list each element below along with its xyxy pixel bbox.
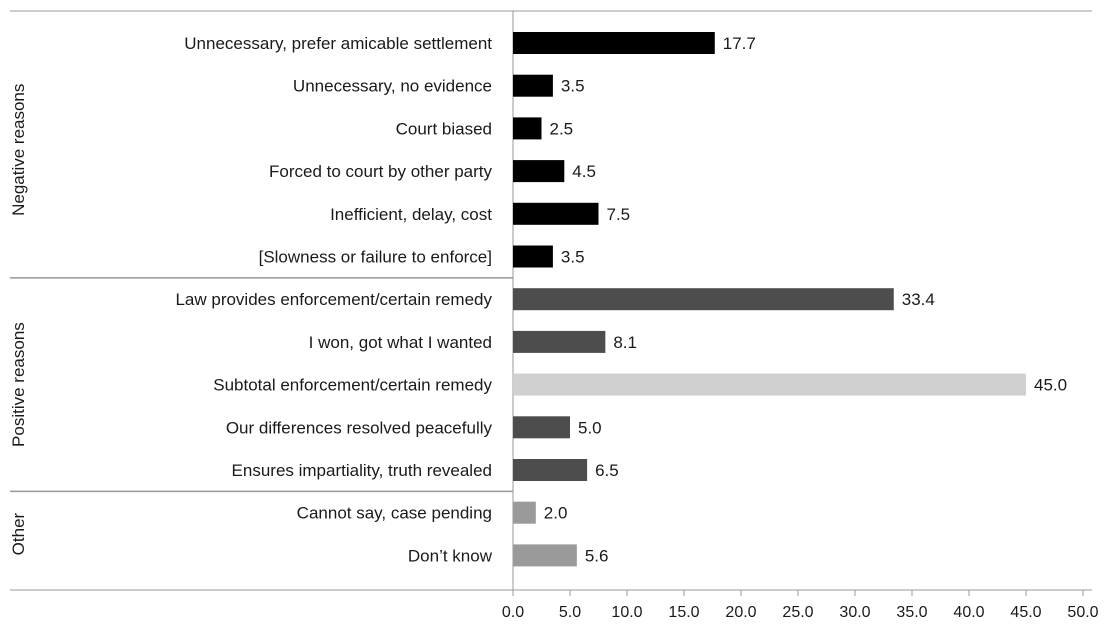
value-label: 2.5 — [550, 119, 574, 138]
value-label: 45.0 — [1034, 376, 1067, 395]
value-label: 5.0 — [578, 418, 602, 437]
category-label: Unnecessary, no evidence — [293, 77, 492, 96]
value-label: 3.5 — [561, 248, 585, 267]
category-label: Unnecessary, prefer amicable settlement — [184, 34, 492, 53]
value-label: 17.7 — [723, 34, 756, 53]
x-tick-label: 25.0 — [782, 604, 813, 621]
bar — [513, 501, 536, 524]
bar — [513, 330, 606, 353]
value-label: 33.4 — [902, 290, 935, 309]
category-label: I won, got what I wanted — [309, 333, 492, 352]
group-label: Negative reasons — [9, 84, 28, 216]
value-label: 5.6 — [585, 546, 609, 565]
bar — [513, 117, 542, 140]
value-label: 8.1 — [613, 333, 637, 352]
value-label: 7.5 — [607, 205, 631, 224]
x-tick-label: 15.0 — [668, 604, 699, 621]
x-tick-label: 20.0 — [725, 604, 756, 621]
x-tick-label: 0.0 — [502, 604, 524, 621]
bar — [513, 74, 553, 97]
value-label: 4.5 — [572, 162, 596, 181]
bar — [513, 288, 894, 311]
bar — [513, 160, 565, 183]
x-tick-label: 50.0 — [1067, 604, 1098, 621]
x-tick-label: 30.0 — [839, 604, 870, 621]
x-tick-label: 35.0 — [896, 604, 927, 621]
group-label: Positive reasons — [9, 322, 28, 447]
bar — [513, 416, 570, 439]
category-label: Forced to court by other party — [269, 162, 492, 181]
category-label: Our differences resolved peacefully — [226, 418, 493, 437]
bar — [513, 373, 1026, 396]
bar — [513, 245, 553, 268]
x-tick-label: 40.0 — [953, 604, 984, 621]
bar — [513, 32, 715, 54]
x-tick-label: 10.0 — [611, 604, 642, 621]
category-label: Law provides enforcement/certain remedy — [175, 290, 492, 309]
category-label: Don’t know — [408, 546, 493, 565]
value-label: 2.0 — [544, 504, 568, 523]
value-label: 6.5 — [595, 461, 619, 480]
category-label: Inefficient, delay, cost — [330, 205, 492, 224]
bar — [513, 202, 599, 225]
value-label: 3.5 — [561, 77, 585, 96]
bar — [513, 544, 577, 567]
category-label: Court biased — [396, 119, 492, 138]
category-label: Cannot say, case pending — [297, 504, 492, 523]
category-label: [Slowness or failure to enforce] — [259, 248, 492, 267]
x-tick-label: 45.0 — [1010, 604, 1041, 621]
group-label: Other — [9, 512, 28, 555]
category-label: Subtotal enforcement/certain remedy — [213, 376, 492, 395]
bar — [513, 459, 588, 481]
category-label: Ensures impartiality, truth revealed — [232, 461, 492, 480]
x-tick-label: 5.0 — [559, 604, 581, 621]
